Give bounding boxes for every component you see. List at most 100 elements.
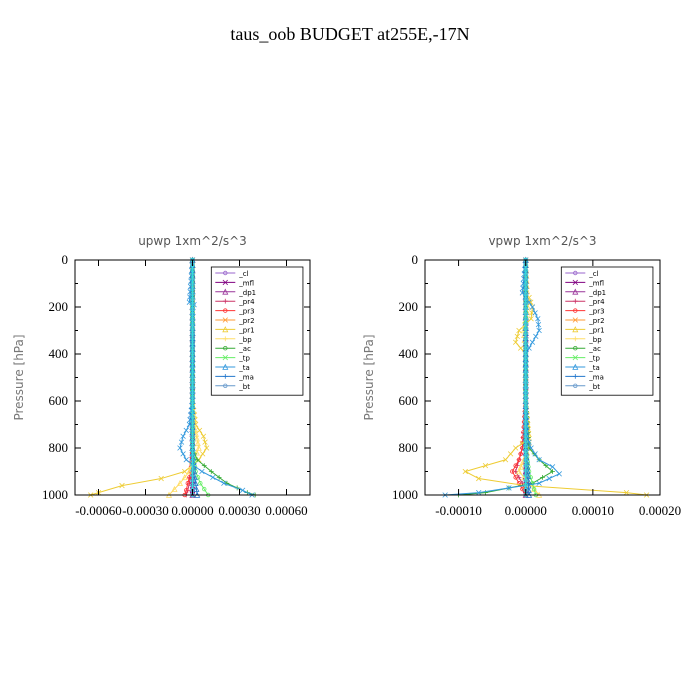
legend-label: _pr3 — [588, 308, 604, 316]
legend-label: _tp — [238, 355, 250, 363]
data-point — [190, 272, 195, 277]
legend-label: _pr4 — [588, 298, 605, 306]
data-point — [523, 394, 528, 400]
data-point — [190, 389, 195, 395]
data-point — [523, 429, 528, 434]
data-point — [572, 317, 578, 323]
data-point — [523, 277, 528, 282]
data-point — [194, 440, 201, 447]
legend-label: _ac — [588, 345, 601, 353]
data-point — [222, 279, 228, 286]
legend-label: _pr1 — [588, 326, 604, 334]
legend-box — [210, 266, 304, 396]
data-point — [572, 298, 578, 304]
data-point — [181, 474, 188, 481]
legend-label: _bt — [588, 383, 600, 391]
data-point — [183, 427, 189, 434]
y-tick-label: 200 — [49, 299, 69, 314]
data-point — [543, 463, 549, 469]
y-tick-label: 800 — [399, 440, 419, 455]
data-point — [190, 463, 195, 468]
legend-label: _mfl — [588, 279, 604, 287]
data-point — [523, 438, 528, 444]
data-point — [523, 341, 528, 346]
series-tp — [442, 257, 562, 498]
data-point — [531, 485, 538, 492]
data-point — [523, 458, 528, 463]
data-point — [623, 489, 630, 496]
data-point — [528, 445, 534, 451]
data-point — [523, 385, 528, 390]
x-tick-label: 0.00000 — [171, 503, 213, 518]
data-point — [512, 445, 519, 451]
data-point — [572, 363, 579, 370]
data-point — [190, 311, 195, 317]
data-point — [190, 453, 195, 459]
data-point — [201, 463, 207, 469]
data-point — [190, 277, 195, 282]
y-tick-label: 200 — [399, 299, 419, 314]
x-tick-label: 0.00020 — [639, 503, 681, 518]
data-point — [190, 419, 195, 424]
data-point — [193, 435, 200, 442]
data-point — [190, 370, 195, 375]
data-point — [200, 451, 206, 457]
data-point — [190, 429, 195, 434]
data-point — [119, 482, 125, 489]
data-point — [216, 474, 222, 480]
data-point — [190, 424, 195, 429]
data-point — [178, 439, 185, 445]
y-tick-label: 400 — [399, 346, 419, 361]
data-point — [523, 409, 528, 414]
data-point — [202, 439, 208, 445]
y-tick-label: 0 — [412, 252, 419, 267]
data-point — [523, 424, 528, 429]
series-bt — [190, 257, 195, 498]
panel-title: upwp 1xm^2/s^3 — [138, 234, 247, 248]
data-point — [190, 360, 195, 366]
data-point — [549, 464, 556, 470]
data-point — [193, 485, 200, 492]
data-point — [523, 316, 528, 321]
data-point — [535, 321, 542, 328]
data-point — [523, 326, 528, 331]
figure-title: taus_oob BUDGET at255E,-17N — [230, 24, 469, 44]
data-point — [184, 488, 189, 493]
data-point — [222, 363, 229, 370]
data-point — [222, 336, 228, 342]
data-point — [190, 365, 195, 370]
data-point — [190, 341, 195, 346]
series-line — [445, 259, 561, 496]
y-tick-label: 0 — [62, 252, 69, 267]
data-point — [195, 444, 202, 451]
legend-label: _tp — [588, 355, 600, 363]
legend-label: _cl — [238, 270, 248, 278]
legend-label: _pr4 — [238, 298, 255, 306]
data-point — [185, 481, 190, 486]
legend-label: _mfl — [238, 279, 254, 287]
data-point — [512, 339, 519, 345]
data-point — [190, 345, 195, 351]
data-point — [536, 480, 542, 486]
legend-label: _ma — [238, 373, 254, 381]
data-point — [176, 479, 184, 487]
x-tick-label: -0.00030 — [122, 503, 169, 518]
data-point — [222, 326, 229, 333]
data-point — [223, 383, 228, 388]
data-point — [190, 287, 195, 292]
series-bp — [456, 257, 555, 498]
data-point — [191, 474, 198, 481]
data-point — [523, 345, 528, 351]
data-point — [573, 346, 578, 351]
chart-panel-1: upwp 1xm^2/s^3 Pressure [hPa] 0 200 400 600 80… — [12, 234, 311, 518]
data-point — [506, 485, 512, 491]
data-point — [556, 471, 562, 477]
data-point — [190, 473, 195, 478]
data-point — [190, 292, 195, 297]
legend-label: _pr2 — [588, 317, 604, 325]
data-point — [523, 463, 528, 468]
data-point — [536, 457, 542, 463]
data-point — [528, 475, 533, 480]
legend-label: _ma — [588, 373, 604, 381]
